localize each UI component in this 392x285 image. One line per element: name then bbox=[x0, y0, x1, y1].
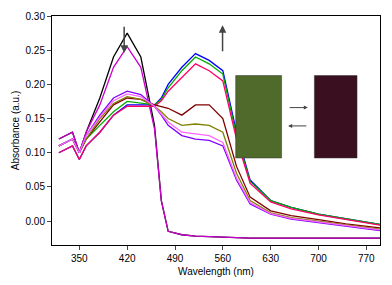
svg-text:0.00: 0.00 bbox=[26, 216, 46, 227]
svg-text:700: 700 bbox=[310, 253, 327, 264]
svg-text:0.05: 0.05 bbox=[26, 181, 46, 192]
svg-text:0.15: 0.15 bbox=[26, 113, 46, 124]
svg-text:0.10: 0.10 bbox=[26, 147, 46, 158]
svg-text:0.30: 0.30 bbox=[26, 11, 46, 22]
svg-text:0.20: 0.20 bbox=[26, 79, 46, 90]
svg-text:350: 350 bbox=[71, 253, 88, 264]
svg-text:0.25: 0.25 bbox=[26, 45, 46, 56]
svg-text:Absorbance (a.u.): Absorbance (a.u.) bbox=[10, 91, 21, 171]
svg-text:560: 560 bbox=[214, 253, 231, 264]
svg-text:420: 420 bbox=[119, 253, 136, 264]
svg-text:630: 630 bbox=[262, 253, 279, 264]
svg-text:Wavelength (nm): Wavelength (nm) bbox=[178, 266, 254, 277]
svg-text:490: 490 bbox=[167, 253, 184, 264]
svg-text:770: 770 bbox=[358, 253, 375, 264]
